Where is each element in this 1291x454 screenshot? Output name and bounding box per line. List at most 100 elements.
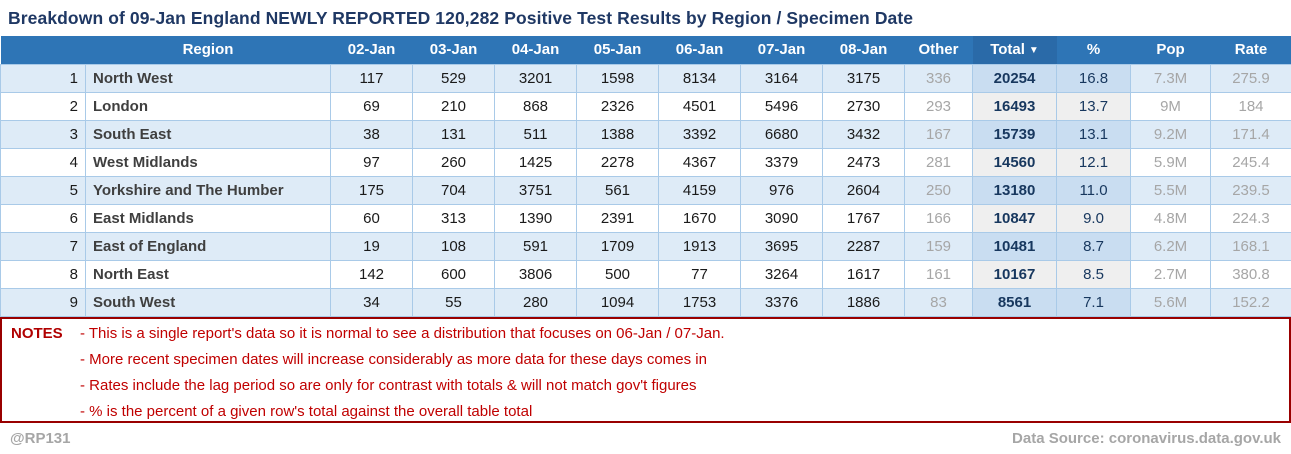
region-name: West Midlands [85,147,331,177]
daily-count: 868 [494,91,577,121]
header-pct: % [1056,36,1131,64]
other-count: 167 [904,119,973,149]
daily-count: 3201 [494,63,577,93]
daily-count: 108 [412,231,495,261]
daily-count: 6680 [740,119,823,149]
note-item: - More recent specimen dates will increa… [80,350,707,368]
row-rank: 8 [0,259,86,289]
header-rank [0,36,86,64]
daily-count: 1886 [822,287,905,317]
daily-count: 3392 [658,119,741,149]
pop-value: 6.2M [1130,231,1211,261]
pop-value: 9M [1130,91,1211,121]
total-count: 20254 [972,63,1057,93]
header-pop: Pop [1130,36,1211,64]
header-region: Region [85,36,331,64]
table-row: 3 South East 38 131 511 1388 3392 6680 3432 167 15… [0,119,1291,149]
daily-count: 131 [412,119,495,149]
daily-count: 1753 [658,287,741,317]
table-row: 8 North East 142 600 3806 500 77 3264 1617 161 101… [0,259,1291,289]
pct-value: 9.0 [1056,203,1131,233]
pct-value: 12.1 [1056,147,1131,177]
daily-count: 117 [330,63,413,93]
header-date-02jan: 02-Jan [330,36,413,64]
pct-value: 7.1 [1056,287,1131,317]
header-date-05jan: 05-Jan [576,36,659,64]
header-total-label: Total [990,41,1025,59]
daily-count: 1709 [576,231,659,261]
total-count: 10847 [972,203,1057,233]
daily-count: 976 [740,175,823,205]
daily-count: 8134 [658,63,741,93]
pop-value: 4.8M [1130,203,1211,233]
total-count: 10167 [972,259,1057,289]
region-name: North West [85,63,331,93]
daily-count: 2730 [822,91,905,121]
pct-value: 13.7 [1056,91,1131,121]
total-count: 13180 [972,175,1057,205]
table-row: 2 London 69 210 868 2326 4501 5496 2730 293 16493 1… [0,91,1291,121]
header-total-sort[interactable]: Total ▼ [972,36,1057,64]
data-source: Data Source: coronavirus.data.gov.uk [1012,430,1281,447]
regions-table: Region 02-Jan 03-Jan 04-Jan 05-Jan 06-Ja… [0,36,1291,317]
daily-count: 38 [330,119,413,149]
pct-value: 13.1 [1056,119,1131,149]
other-count: 161 [904,259,973,289]
total-count: 10481 [972,231,1057,261]
table-row: 6 East Midlands 60 313 1390 2391 1670 3090 1767 1… [0,203,1291,233]
daily-count: 1670 [658,203,741,233]
daily-count: 34 [330,287,413,317]
daily-count: 4159 [658,175,741,205]
daily-count: 3376 [740,287,823,317]
daily-count: 175 [330,175,413,205]
daily-count: 3806 [494,259,577,289]
daily-count: 529 [412,63,495,93]
daily-count: 1425 [494,147,577,177]
daily-count: 1388 [576,119,659,149]
daily-count: 4367 [658,147,741,177]
region-name: South East [85,119,331,149]
other-count: 336 [904,63,973,93]
row-rank: 3 [0,119,86,149]
daily-count: 500 [576,259,659,289]
daily-count: 260 [412,147,495,177]
daily-count: 19 [330,231,413,261]
rate-value: 275.9 [1210,63,1291,93]
daily-count: 2287 [822,231,905,261]
footer-bar: @RP131 Data Source: coronavirus.data.gov… [0,423,1291,454]
daily-count: 2604 [822,175,905,205]
total-count: 16493 [972,91,1057,121]
daily-count: 142 [330,259,413,289]
daily-count: 2473 [822,147,905,177]
daily-count: 600 [412,259,495,289]
daily-count: 1094 [576,287,659,317]
daily-count: 3695 [740,231,823,261]
daily-count: 77 [658,259,741,289]
row-rank: 5 [0,175,86,205]
daily-count: 2326 [576,91,659,121]
region-name: East Midlands [85,203,331,233]
table-row: 7 East of England 19 108 591 1709 1913 3695 2287… [0,231,1291,261]
daily-count: 60 [330,203,413,233]
daily-count: 3164 [740,63,823,93]
total-count: 15739 [972,119,1057,149]
daily-count: 313 [412,203,495,233]
daily-count: 55 [412,287,495,317]
pop-value: 2.7M [1130,259,1211,289]
other-count: 293 [904,91,973,121]
table-header-row: Region 02-Jan 03-Jan 04-Jan 05-Jan 06-Ja… [0,36,1291,64]
header-other: Other [904,36,973,64]
pop-value: 5.9M [1130,147,1211,177]
pop-value: 9.2M [1130,119,1211,149]
header-date-06jan: 06-Jan [658,36,741,64]
region-name: North East [85,259,331,289]
daily-count: 280 [494,287,577,317]
row-rank: 9 [0,287,86,317]
daily-count: 561 [576,175,659,205]
pct-value: 16.8 [1056,63,1131,93]
row-rank: 1 [0,63,86,93]
daily-count: 1390 [494,203,577,233]
daily-count: 704 [412,175,495,205]
header-date-04jan: 04-Jan [494,36,577,64]
